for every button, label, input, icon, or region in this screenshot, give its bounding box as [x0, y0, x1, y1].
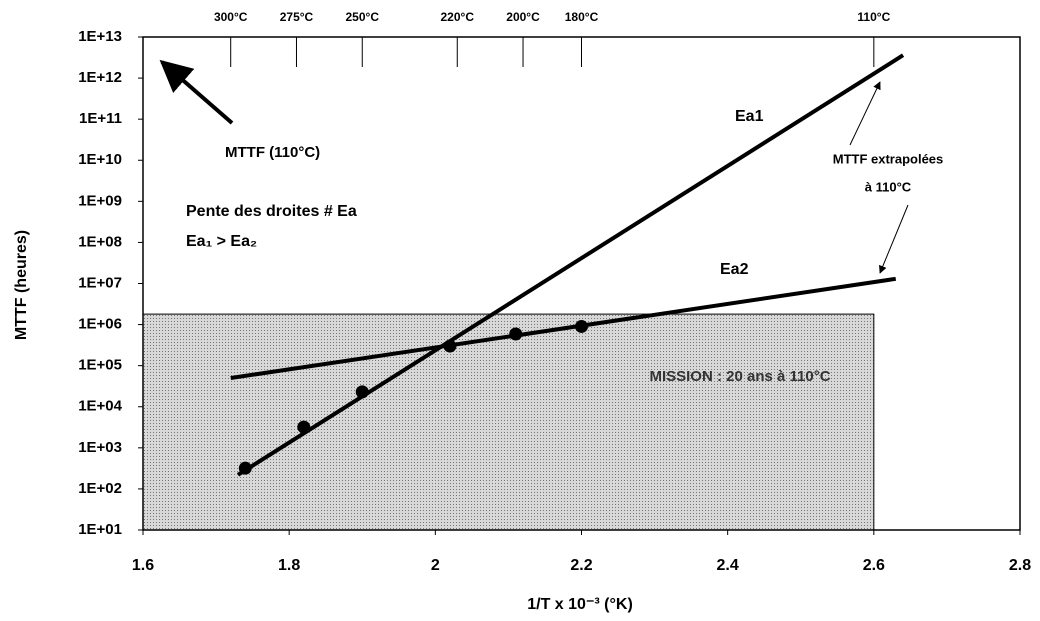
plot-area: [142, 313, 875, 531]
x2-tick-label: 200°C: [506, 10, 540, 24]
x2-tick-label: 275°C: [280, 10, 314, 24]
y-tick-label: 1E+05: [78, 357, 122, 374]
y-tick-label: 1E+10: [78, 151, 122, 168]
y-tick-label: 1E+12: [78, 69, 122, 86]
x-axis-label: 1/T x 10⁻³ (°K): [527, 596, 633, 613]
annotation: à 110°C: [865, 179, 912, 194]
x-tick-label: 2.6: [863, 557, 885, 574]
y-tick-label: 1E+13: [78, 28, 122, 45]
x2-tick-label: 180°C: [565, 10, 599, 24]
point: [355, 385, 369, 399]
mission-label: MISSION : 20 ans à 110°C: [649, 368, 830, 385]
annotation: Ea₁ > Ea₂: [186, 233, 257, 250]
series-label: Ea2: [720, 261, 749, 278]
y-tick-label: 1E+11: [79, 110, 122, 127]
y-axis-label: MTTF (heures): [13, 230, 30, 340]
fit-line: [230, 276, 897, 381]
x-tick-label: 2.8: [1009, 557, 1031, 574]
x2-tick-label: 250°C: [346, 10, 380, 24]
x2-tick-label: 220°C: [441, 10, 475, 24]
x-tick-label: 1.6: [132, 557, 154, 574]
x2-tick-label: 110°C: [857, 10, 890, 24]
x-tick-label: 2: [431, 557, 440, 574]
y-tick-label: 1E+04: [78, 398, 122, 415]
x-tick-label: 2.4: [717, 557, 739, 574]
point: [575, 319, 588, 333]
y-tick-label: 1E+09: [78, 192, 122, 209]
y-tick-label: 1E+02: [78, 480, 122, 497]
x2-tick-label: 300°C: [214, 10, 248, 24]
annotation: Pente des droites # Ea: [186, 203, 357, 220]
x-tick-label: 2.2: [570, 557, 592, 574]
arrow: [849, 81, 881, 146]
series-label: Ea1: [735, 108, 764, 125]
arrow: [159, 59, 234, 125]
point: [238, 461, 252, 475]
y-tick-label: 1E+08: [78, 233, 122, 250]
mission-region: [142, 313, 875, 531]
point: [509, 327, 523, 341]
annotation: MTTF (110°C): [225, 144, 320, 161]
y-tick-label: 1E+01: [78, 521, 122, 538]
y-tick-label: 1E+03: [78, 439, 122, 456]
point: [297, 420, 311, 434]
y-tick-label: 1E+06: [78, 316, 122, 333]
y-tick-label: 1E+07: [78, 274, 122, 291]
arrow: [879, 204, 909, 274]
annotation: MTTF extrapolées: [833, 151, 944, 166]
fit-line: [236, 53, 905, 477]
x-tick-label: 1.8: [278, 557, 300, 574]
